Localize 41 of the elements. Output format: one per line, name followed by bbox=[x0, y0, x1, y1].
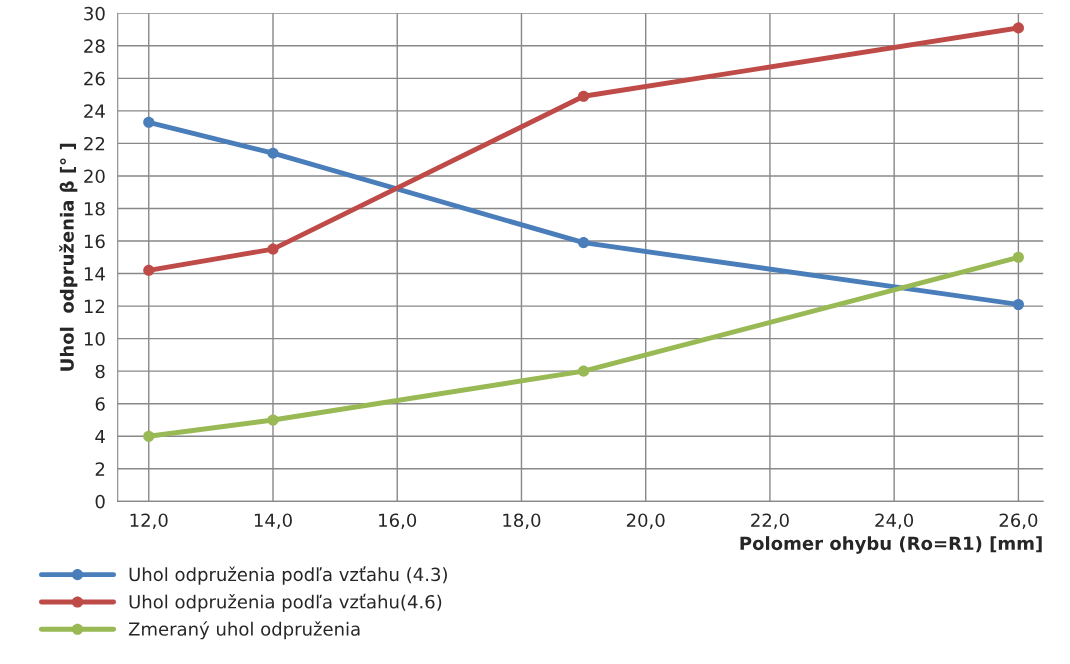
y-tick-label: 16 bbox=[84, 234, 105, 249]
y-tick-label: 12 bbox=[84, 299, 105, 313]
y-tick-label: 14 bbox=[84, 267, 105, 281]
point bbox=[143, 264, 155, 276]
point bbox=[1012, 22, 1024, 34]
y-tick-label: 30 bbox=[84, 6, 105, 21]
y-tick-label: 4 bbox=[95, 429, 105, 444]
x-tick-label: 16,0 bbox=[379, 513, 417, 529]
y-tick-label: 0 bbox=[95, 494, 105, 509]
x-tick-label: 14,0 bbox=[254, 513, 292, 529]
y-tick-label: 22 bbox=[84, 136, 105, 151]
x-tick-label: 24,0 bbox=[875, 513, 914, 529]
y-tick-label: 8 bbox=[95, 364, 105, 379]
y-tick-label: 28 bbox=[84, 39, 105, 53]
point bbox=[578, 365, 590, 377]
x-tick-label: 26,0 bbox=[999, 513, 1038, 529]
y-axis-title: Uhol odpruženia β [° ] bbox=[59, 143, 78, 371]
x-tick-label: 18,0 bbox=[503, 513, 541, 529]
point bbox=[267, 147, 279, 159]
y-tick-label: 6 bbox=[95, 397, 105, 411]
point bbox=[143, 116, 155, 128]
point bbox=[143, 430, 155, 442]
y-tick-label: 26 bbox=[84, 71, 105, 86]
y-tick-label: 24 bbox=[84, 104, 105, 118]
point bbox=[578, 90, 590, 102]
point bbox=[267, 243, 279, 255]
y-tick-label: 20 bbox=[84, 169, 105, 184]
x-tick-label: 20,0 bbox=[626, 513, 665, 529]
x-tick-label: 22,0 bbox=[751, 513, 789, 529]
legend-label: Zmeraný uhol odpruženia bbox=[128, 621, 360, 640]
point bbox=[1012, 298, 1024, 311]
point bbox=[267, 414, 279, 426]
x-axis-title: Polomer ohybu (Ro=R1) [mm] bbox=[740, 536, 1042, 554]
point bbox=[578, 237, 590, 249]
y-tick-label: 2 bbox=[95, 462, 105, 476]
point bbox=[1012, 251, 1024, 263]
y-tick-label: 10 bbox=[84, 332, 105, 346]
x-tick-label: 12,0 bbox=[130, 513, 168, 529]
legend-label: Uhol odpruženia podľa vzťahu(4.6) bbox=[129, 593, 442, 613]
y-tick-label: 18 bbox=[84, 201, 105, 216]
legend-label: Uhol odpruženia podľa vzťahu (4.3) bbox=[129, 566, 447, 585]
